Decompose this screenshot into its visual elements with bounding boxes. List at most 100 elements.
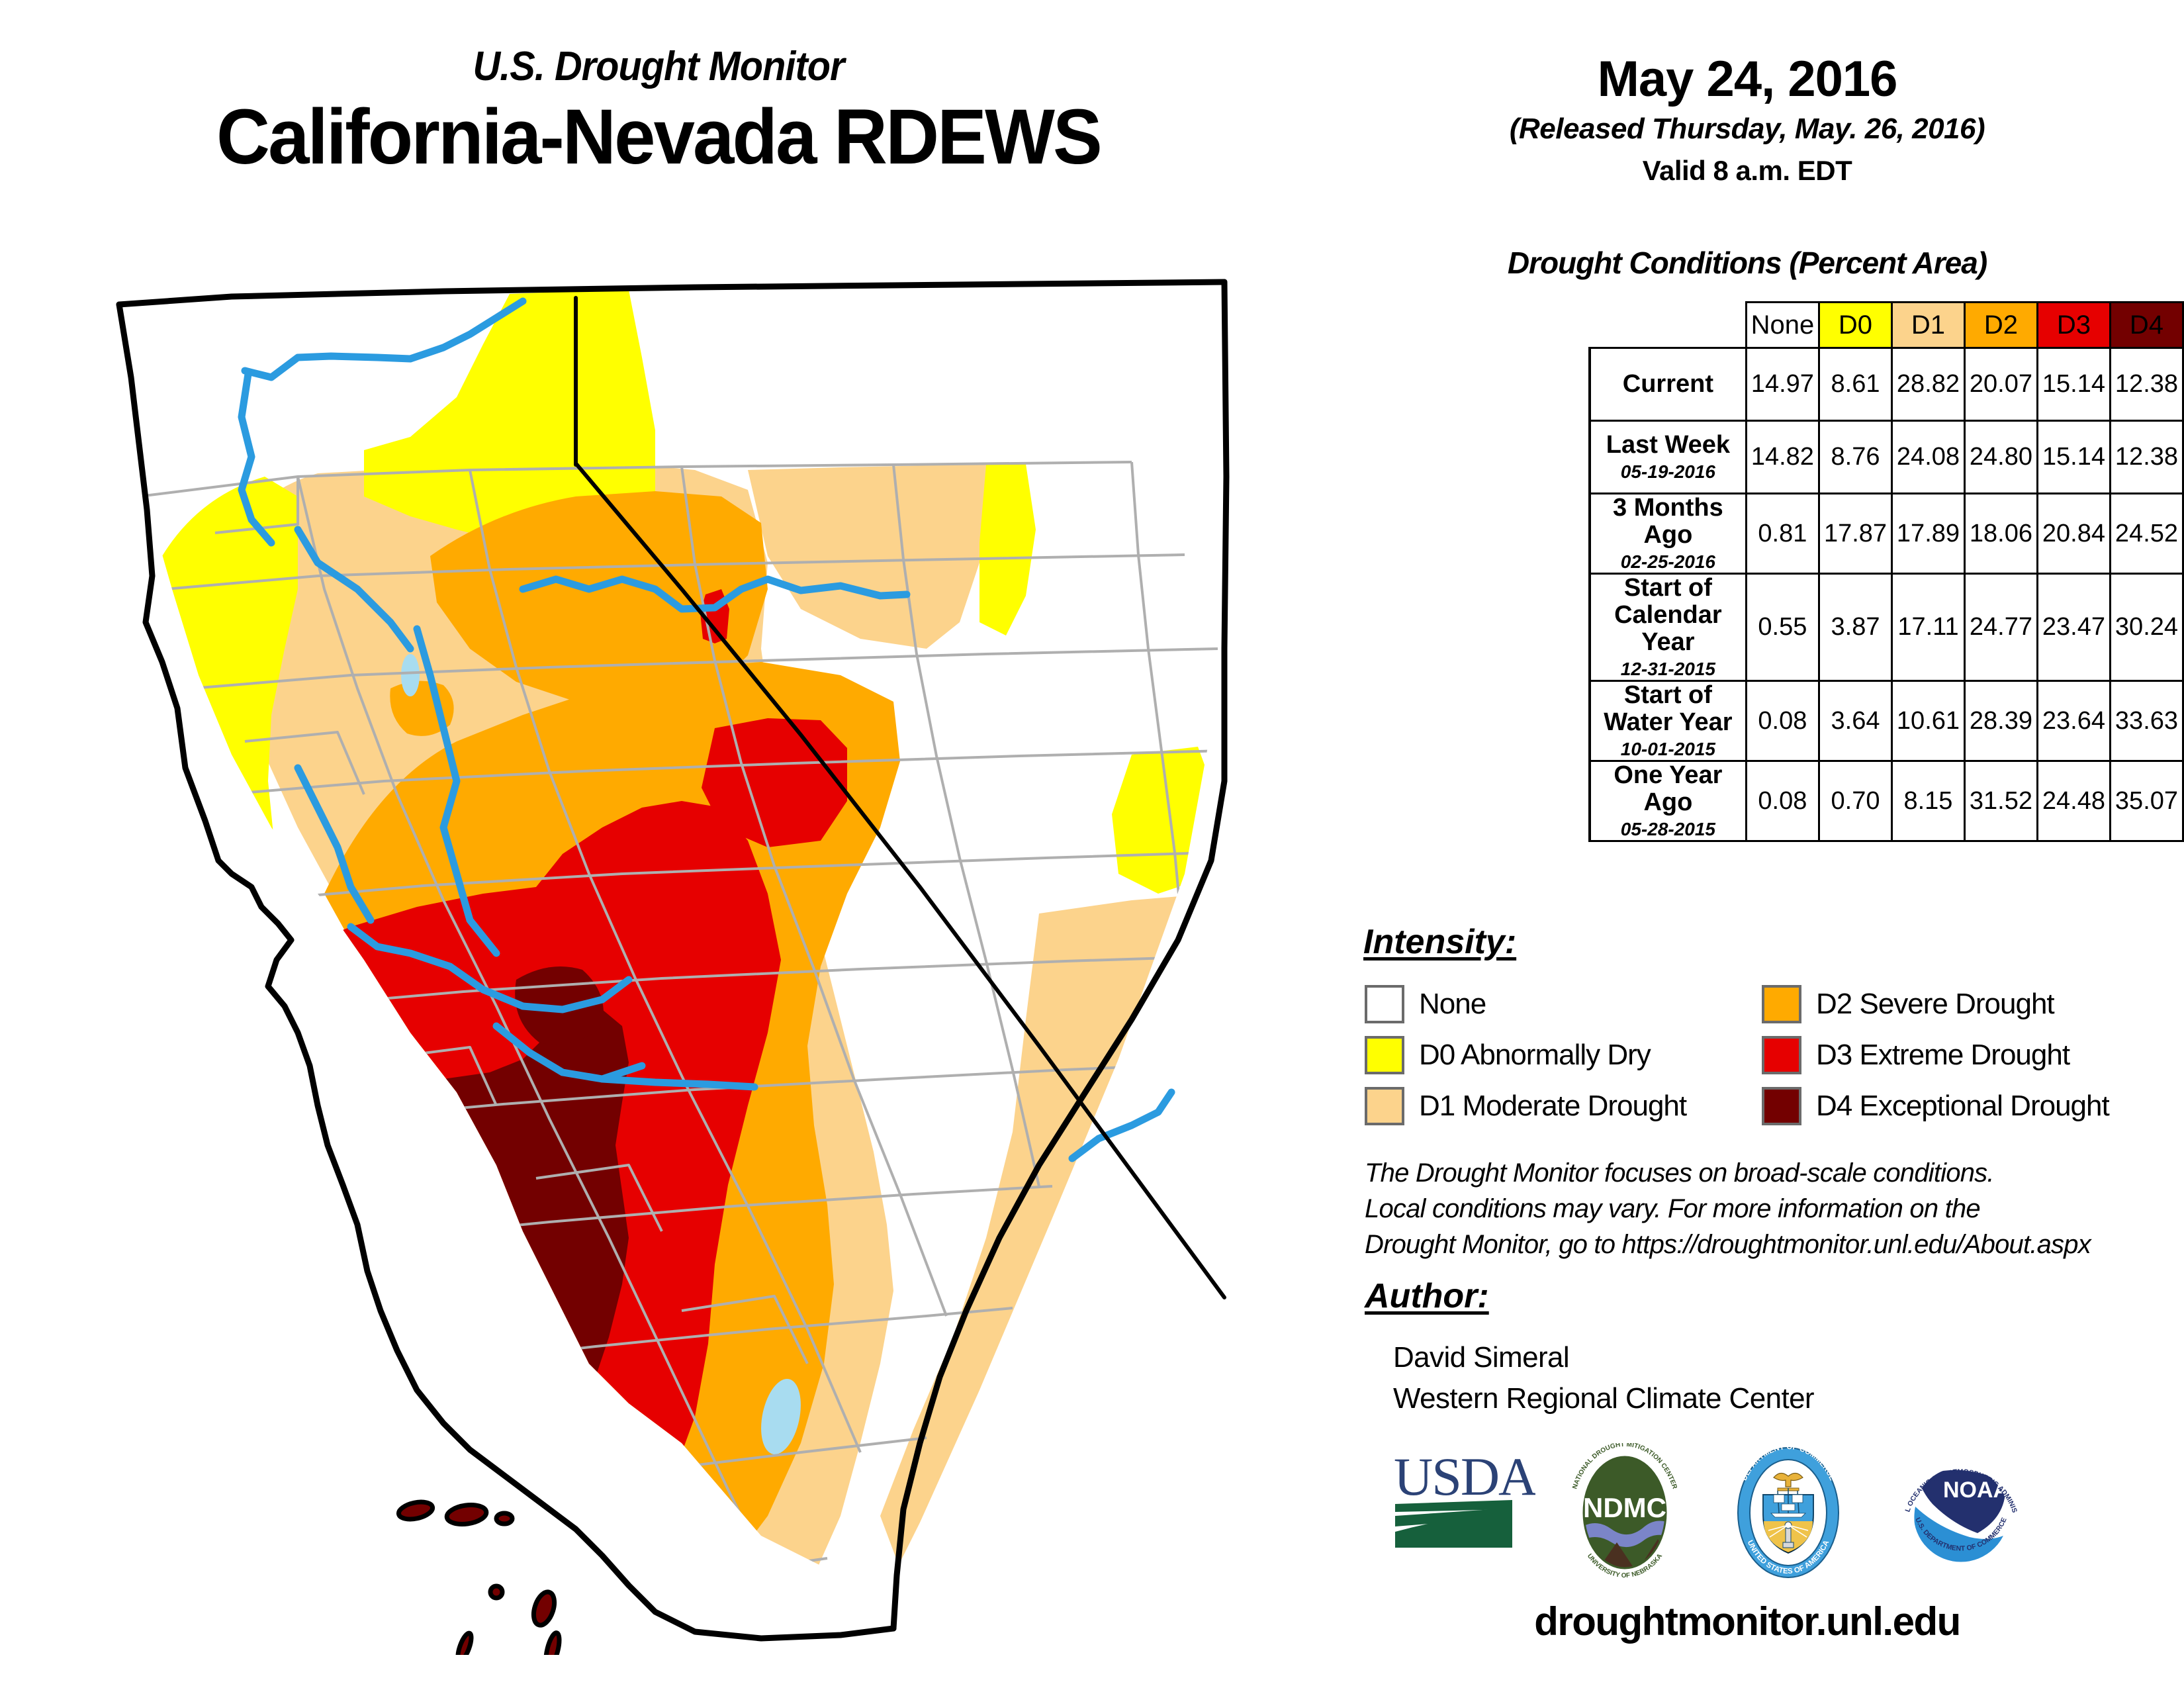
legend-item: D0 Abnormally Dry <box>1365 1029 1762 1080</box>
rivers <box>238 297 1175 1162</box>
page-subtitle: U.S. Drought Monitor <box>473 44 844 89</box>
ndmc-logo: NDMC NATIONAL DROUGHT MITIGATION CENTER … <box>1571 1443 1678 1579</box>
region-d0-north <box>364 290 655 556</box>
disclaimer-line-2: Local conditions may vary. For more info… <box>1365 1194 1981 1223</box>
row-label: Start of Water Year <box>1604 681 1733 737</box>
row-label-cell: Start of Water Year 10-01-2015 <box>1588 680 1747 763</box>
legend-swatch-icon <box>1365 984 1404 1023</box>
row-label-date: 05-28-2015 <box>1620 819 1716 840</box>
table-cell: 12.38 <box>2109 420 2184 494</box>
author-affiliation: Western Regional Climate Center <box>1393 1382 1815 1415</box>
state-borders <box>116 279 1230 1642</box>
california-nevada-drought-map[interactable] <box>99 278 1304 1655</box>
title-block: U.S. Drought Monitor California-Nevada R… <box>0 44 1317 181</box>
table-cell: 15.14 <box>2036 347 2111 422</box>
legend-item: None <box>1365 978 1762 1029</box>
table-cell: 0.08 <box>1745 760 1821 843</box>
table-cell: 24.80 <box>1963 420 2038 494</box>
table-cell: 3.64 <box>1818 680 1893 763</box>
col-header-d4: D4 <box>2109 301 2184 349</box>
ship-icon <box>1770 1488 1806 1518</box>
table-body: Current 14.97 8.61 28.82 20.07 15.14 12.38 Last… <box>1588 347 2184 843</box>
legend-label: D2 Severe Drought <box>1816 987 2055 1020</box>
valid-time: Valid 8 a.m. EDT <box>1642 154 1852 186</box>
row-label-date: 02-25-2016 <box>1620 551 1716 573</box>
author-name: David Simeral <box>1393 1341 1570 1374</box>
table-cell: 17.89 <box>1890 492 1966 575</box>
col-header-d1: D1 <box>1890 301 1966 349</box>
col-header-d0: D0 <box>1818 301 1893 349</box>
author-block: David Simeral Western Regional Climate C… <box>1393 1337 1815 1420</box>
department-of-commerce-seal: DEPARTMENT OF COMMERCE UNITED STATES OF … <box>1737 1443 1839 1578</box>
legend-swatch-icon <box>1365 1035 1404 1074</box>
salton-sea <box>761 1378 801 1455</box>
legend-swatch-icon <box>1762 984 1801 1023</box>
release-date: (Released Thursday, May. 26, 2016) <box>1509 112 1985 145</box>
disclaimer-text: The Drought Monitor focuses on broad-sca… <box>1365 1155 2179 1262</box>
date-block: May 24, 2016 (Released Thursday, May. 26… <box>1317 53 2177 187</box>
region-d1-northeast <box>748 464 986 649</box>
region-d3-northeast <box>702 718 847 847</box>
table-header-row: None D0 D1 D2 D3 D4 <box>1590 301 2184 349</box>
legend-label: D1 Moderate Drought <box>1419 1089 1687 1122</box>
channel-islands <box>396 1499 562 1655</box>
legend-label: D4 Exceptional Drought <box>1816 1089 2110 1122</box>
table-cell: 17.87 <box>1818 492 1893 575</box>
table-row: Start of Calendar Year 12-31-2015 0.55 3.87 1… <box>1588 573 2184 682</box>
site-url[interactable]: droughtmonitor.unl.edu <box>1534 1599 1961 1644</box>
table-cell: 28.82 <box>1890 347 1966 422</box>
legend-item: D4 Exceptional Drought <box>1762 1080 2159 1131</box>
table-cell: 0.08 <box>1745 680 1821 763</box>
table-cell: 12.38 <box>2109 347 2184 422</box>
table-cell: 24.08 <box>1890 420 1966 494</box>
row-label-cell: Last Week 05-19-2016 <box>1588 420 1747 494</box>
table-cell: 8.61 <box>1818 347 1893 422</box>
col-header-none: None <box>1745 301 1821 349</box>
legend-label: D3 Extreme Drought <box>1816 1038 2070 1071</box>
table-cell: 31.52 <box>1963 760 2038 843</box>
table-header: None D0 D1 D2 D3 D4 <box>1590 301 2184 349</box>
map-container[interactable] <box>99 278 1304 1655</box>
col-header-d3: D3 <box>2036 301 2111 349</box>
legend-swatch-icon <box>1365 1086 1404 1125</box>
table-cell: 24.77 <box>1963 573 2038 682</box>
table-cell: 20.84 <box>2036 492 2111 575</box>
row-label-cell: One Year Ago 05-28-2015 <box>1588 760 1747 843</box>
table-cell: 0.70 <box>1818 760 1893 843</box>
row-label: Last Week <box>1606 430 1731 459</box>
page-title: California-Nevada RDEWS <box>216 93 1103 181</box>
table-cell: 33.63 <box>2109 680 2184 763</box>
region-d0-east <box>979 464 1036 635</box>
table-cell: 35.07 <box>2109 760 2184 843</box>
table-cell: 18.06 <box>1963 492 2038 575</box>
legend-item: D2 Severe Drought <box>1762 978 2159 1029</box>
logo-row: USDA NDMC NATIONAL DROUGHT MITIGATION CE… <box>1383 1443 2118 1585</box>
table-row: 3 Months Ago 02-25-2016 0.81 17.87 17.89 18.0… <box>1588 492 2184 575</box>
usda-logo: USDA <box>1394 1446 1535 1548</box>
svg-text:USDA: USDA <box>1394 1446 1535 1507</box>
intensity-heading: Intensity: <box>1363 923 1517 961</box>
svg-text:NOAA: NOAA <box>1943 1477 2009 1503</box>
legend-item: D1 Moderate Drought <box>1365 1080 1762 1131</box>
row-label-cell: Current <box>1588 347 1747 422</box>
row-label: 3 Months Ago <box>1613 494 1723 549</box>
table-cell: 28.39 <box>1963 680 2038 763</box>
row-label: Start of Calendar Year <box>1614 574 1722 657</box>
row-label-cell: 3 Months Ago 02-25-2016 <box>1588 492 1747 575</box>
table-row: Start of Water Year 10-01-2015 0.08 3.64 10.6… <box>1588 680 2184 763</box>
intensity-legend: None D2 Severe Drought D0 Abnormally Dry D3… <box>1365 978 2184 1131</box>
table-row: Last Week 05-19-2016 14.82 8.76 24.08 24.80 15… <box>1588 420 2184 494</box>
table-cell: 14.82 <box>1745 420 1821 494</box>
report-date: May 24, 2016 <box>1597 51 1898 107</box>
table-cell: 14.97 <box>1745 347 1821 422</box>
region-d2-north <box>430 491 768 708</box>
table-cell: 0.81 <box>1745 492 1821 575</box>
table-cell: 0.55 <box>1745 573 1821 682</box>
row-label-date: 12-31-2015 <box>1620 659 1716 680</box>
row-label-cell: Start of Calendar Year 12-31-2015 <box>1588 573 1747 682</box>
legend-item: D3 Extreme Drought <box>1762 1029 2159 1080</box>
table-cell: 8.76 <box>1818 420 1893 494</box>
table-cell: 3.87 <box>1818 573 1893 682</box>
noaa-logo: NOAA NATIONAL OCEANIC AND ATMOSPHERIC AD… <box>1891 1443 2019 1563</box>
